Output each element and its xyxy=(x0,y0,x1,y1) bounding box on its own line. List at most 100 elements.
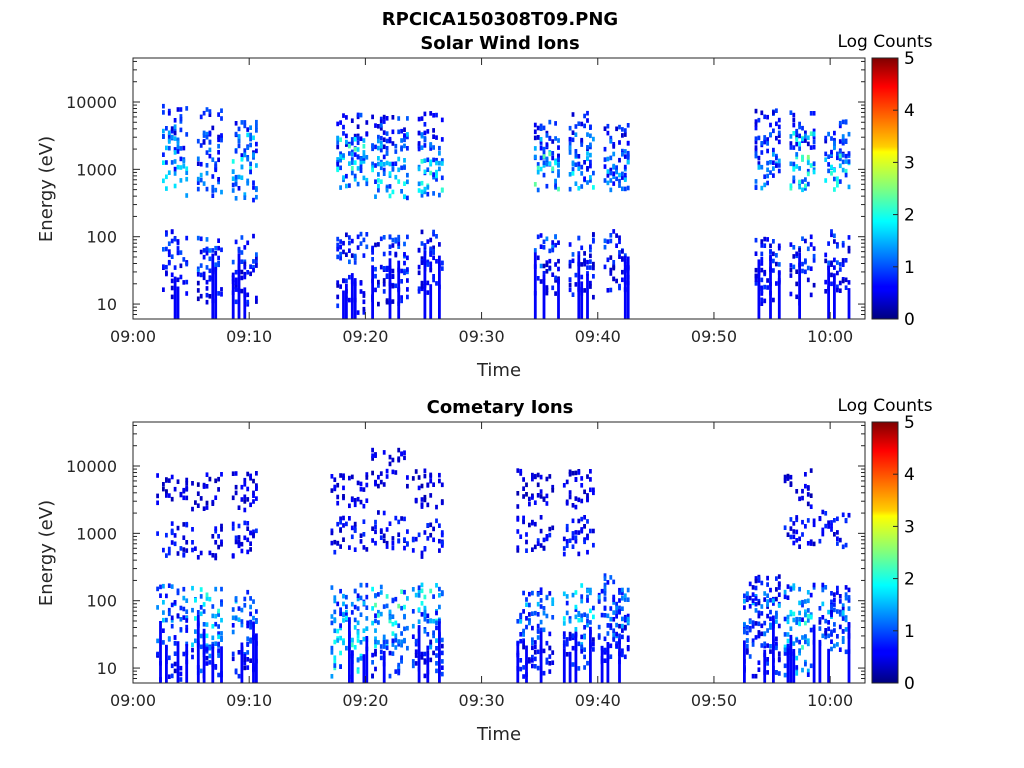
spectrogram-cell xyxy=(795,269,799,274)
spectrogram-cell xyxy=(237,143,241,149)
spectrogram-cell xyxy=(426,653,430,683)
spectrogram-cell xyxy=(432,248,435,254)
spectrogram-cell xyxy=(179,178,183,183)
spectrogram-cell xyxy=(420,284,424,289)
spectrogram-cell xyxy=(194,638,197,644)
spectrogram-cell xyxy=(536,623,540,629)
spectrogram-cell xyxy=(551,240,555,245)
spectrogram-cell xyxy=(167,493,171,498)
spectrogram-cell xyxy=(426,259,430,265)
spectrogram-cell xyxy=(336,494,340,500)
spectrogram-cell xyxy=(818,626,822,631)
spectrogram-cell xyxy=(435,625,438,631)
spectrogram-cell xyxy=(356,638,360,643)
spectrogram-cell xyxy=(243,264,247,270)
spectrogram-cell xyxy=(836,151,839,157)
spectrogram-cell xyxy=(234,616,238,621)
spectrogram-cell xyxy=(252,135,255,141)
spectrogram-cell xyxy=(586,265,589,270)
spectrogram-cell xyxy=(754,673,758,679)
spectrogram-cell xyxy=(801,125,804,131)
spectrogram-cell xyxy=(217,291,220,296)
spectrogram-cell xyxy=(162,110,165,115)
spectrogram-cell xyxy=(411,659,415,664)
spectrogram-cell xyxy=(562,551,566,557)
spectrogram-cell xyxy=(394,633,398,638)
spectrogram-cell xyxy=(806,590,810,595)
spectrogram-cell xyxy=(580,476,584,481)
spectrogram-cell xyxy=(417,286,421,291)
spectrogram-cell xyxy=(185,193,189,198)
spectrogram-cell xyxy=(342,240,345,246)
spectrogram-cell xyxy=(423,158,427,163)
spectrogram-cell xyxy=(330,614,334,619)
spectrogram-cell xyxy=(388,234,392,239)
spectrogram-cell xyxy=(769,122,772,128)
spectrogram-cell xyxy=(542,172,546,178)
spectrogram-cell xyxy=(353,521,357,527)
spectrogram-cell xyxy=(754,251,758,256)
spectrogram-cell xyxy=(580,164,584,170)
spectrogram-cell xyxy=(623,164,627,170)
spectrogram-cell xyxy=(571,167,575,172)
spectrogram-cell xyxy=(844,617,848,623)
spectrogram-cell xyxy=(249,596,252,601)
spectrogram-cell xyxy=(792,583,796,588)
spectrogram-cell xyxy=(626,150,630,156)
spectrogram-cell xyxy=(609,139,613,144)
spectrogram-cell xyxy=(548,474,552,479)
spectrogram-cell xyxy=(580,483,584,488)
spectrogram-cell xyxy=(202,130,206,136)
spectrogram-cell xyxy=(777,582,781,587)
spectrogram-cell xyxy=(429,644,433,650)
spectrogram-cell xyxy=(525,548,528,553)
spectrogram-cell xyxy=(618,598,621,603)
spectrogram-cell xyxy=(423,607,427,612)
spectrogram-cell xyxy=(196,269,200,274)
spectrogram-cell xyxy=(603,582,607,588)
spectrogram-cell xyxy=(754,621,758,626)
spectrogram-cell xyxy=(531,519,534,525)
spectrogram-cell xyxy=(775,163,778,168)
spectrogram-cell xyxy=(830,281,833,287)
spectrogram-cell xyxy=(545,660,549,665)
spectrogram-cell xyxy=(798,586,801,592)
spectrogram-cell xyxy=(385,160,389,166)
spectrogram-cell xyxy=(557,153,560,159)
spectrogram-cell xyxy=(743,599,746,604)
spectrogram-cell xyxy=(403,516,406,522)
spectrogram-cell xyxy=(583,261,586,267)
spectrogram-cell xyxy=(403,158,406,163)
spectrogram-cell xyxy=(196,280,200,286)
spectrogram-cell xyxy=(623,132,627,137)
spectrogram-cell xyxy=(194,629,197,634)
spectrogram-cell xyxy=(809,592,813,598)
spectrogram-cell xyxy=(170,521,174,526)
spectrogram-cell xyxy=(789,481,793,486)
spectrogram-cell xyxy=(391,274,395,279)
spectrogram-cell xyxy=(208,596,212,602)
spectrogram-cell xyxy=(795,164,799,169)
spectrogram-cell xyxy=(542,545,546,551)
spectrogram-cell xyxy=(231,188,235,193)
spectrogram-cell xyxy=(545,493,549,499)
spectrogram-cell xyxy=(603,573,607,578)
spectrogram-cell xyxy=(586,613,589,619)
spectrogram-cell xyxy=(812,169,816,175)
spectrogram-cell xyxy=(618,178,621,184)
spectrogram-cell xyxy=(833,187,836,192)
spectrogram-cell xyxy=(162,610,165,615)
spectrogram-cell xyxy=(243,507,247,513)
spectrogram-cell xyxy=(841,613,845,619)
spectrogram-cell xyxy=(586,549,589,555)
spectrogram-cell xyxy=(379,611,383,617)
spectrogram-cell xyxy=(769,249,772,254)
spectrogram-cell xyxy=(348,240,351,246)
spectrogram-cell xyxy=(760,623,764,629)
spectrogram-cell xyxy=(374,273,377,279)
spectrogram-cell xyxy=(623,616,627,621)
x-tick-label: 09:10 xyxy=(226,327,272,346)
spectrogram-cell xyxy=(551,525,555,531)
spectrogram-cell xyxy=(754,596,758,601)
